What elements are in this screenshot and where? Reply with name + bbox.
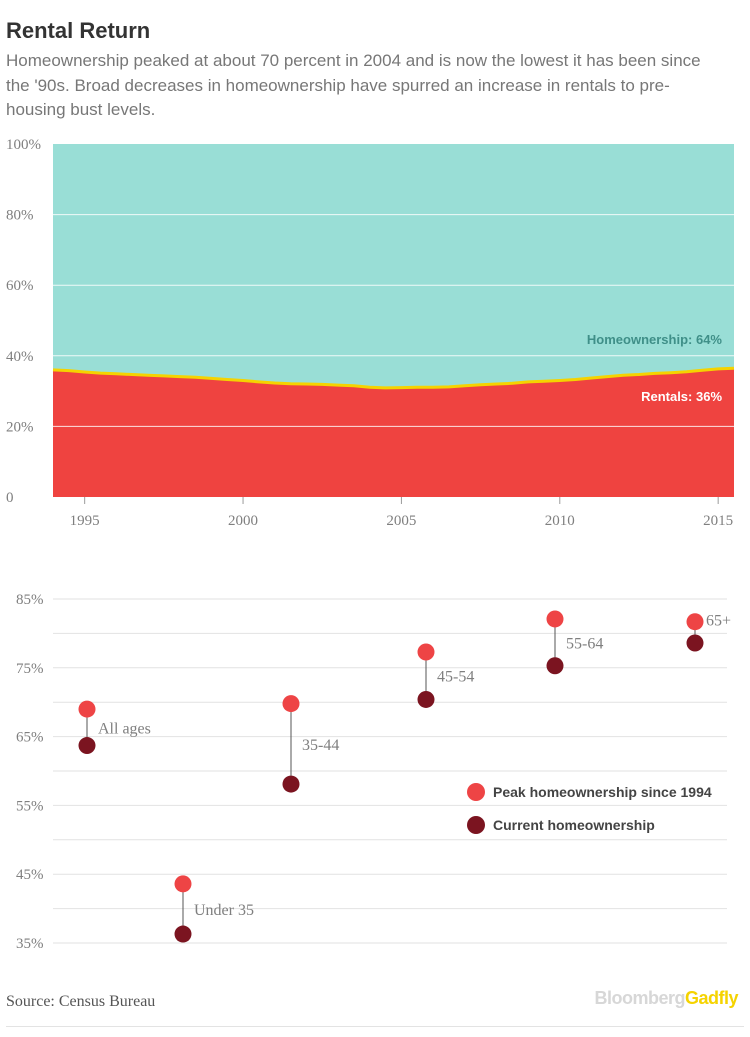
current-dot (282, 775, 300, 793)
chart-title: Rental Return (6, 18, 151, 43)
y-tick-label: 0 (6, 490, 14, 506)
current-dot (174, 925, 192, 943)
homeownership-area-chart: 0 20% 40% 60% 80% 100% 1995 2000 2005 2010 2015 Hom… (6, 137, 735, 529)
legend-peak-label: Peak homeownership since 1994 (493, 784, 712, 800)
current-dot (686, 634, 704, 652)
y-tick-label: 35% (16, 936, 44, 952)
peak-dot (686, 613, 704, 631)
footer-divider (6, 1026, 744, 1027)
legend-peak-swatch (467, 783, 485, 801)
y-tick-label: 75% (16, 661, 44, 677)
homeownership-annotation: Homeownership: 64% (587, 332, 723, 347)
legend-current-label: Current homeownership (493, 817, 655, 833)
brand-logo: BloombergGadfly (594, 988, 738, 1009)
x-tick-label: 2000 (228, 513, 258, 529)
peak-dot (417, 643, 435, 661)
age-group-label: 35-44 (302, 737, 339, 754)
x-tick-label: 2005 (386, 513, 416, 529)
y-tick-label: 45% (16, 867, 44, 883)
y-tick-label: 80% (6, 208, 34, 224)
peak-dot (174, 875, 192, 893)
age-group-label: 65+ (706, 613, 731, 630)
age-group-label: All ages (98, 720, 151, 737)
age-group-dumbbell-chart: 35% 45% 55% 65% 75% 85% All ages Under 35 35-44 4… (16, 592, 731, 952)
y-tick-label: 55% (16, 798, 44, 814)
peak-dot (78, 700, 96, 718)
y-tick-label: 85% (16, 592, 44, 608)
age-group-label: 45-54 (437, 669, 474, 686)
current-dot (417, 690, 435, 708)
age-group-label: 55-64 (566, 635, 603, 652)
peak-dot (546, 610, 564, 628)
y-tick-label: 100% (6, 137, 41, 153)
y-tick-label: 65% (16, 730, 44, 746)
y-tick-label: 60% (6, 278, 34, 294)
y-tick-label: 40% (6, 349, 34, 365)
rentals-area (53, 368, 734, 497)
rentals-homeownership-divider (52, 366, 735, 390)
chart-subtitle: Homeownership peaked at about 70 percent… (6, 51, 701, 119)
rentals-annotation: Rentals: 36% (641, 389, 722, 404)
x-tick-label: 1995 (70, 513, 100, 529)
y-tick-label: 20% (6, 419, 34, 435)
x-tick-label: 2010 (545, 513, 575, 529)
source-note: Source: Census Bureau (6, 993, 156, 1010)
peak-dot (282, 695, 300, 713)
legend-current-swatch (467, 816, 485, 834)
current-dot (546, 657, 564, 675)
age-group-label: Under 35 (194, 902, 254, 919)
current-dot (78, 737, 96, 755)
brand-logo-part2: Gadfly (684, 988, 739, 1008)
brand-logo-part1: Bloomberg (594, 988, 685, 1008)
x-tick-label: 2015 (703, 513, 733, 529)
